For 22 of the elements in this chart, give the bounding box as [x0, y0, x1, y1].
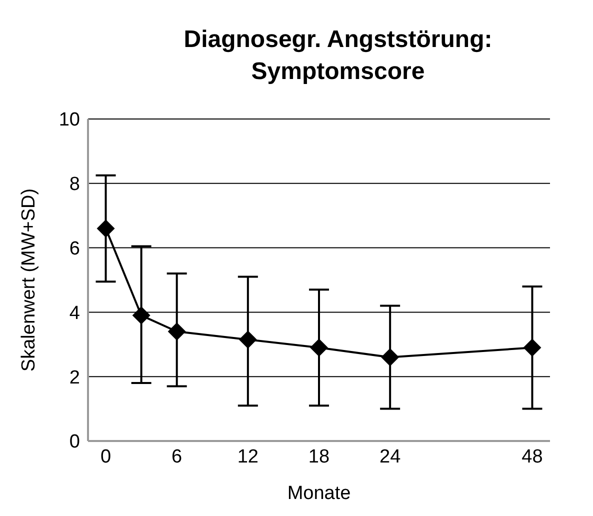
y-tick-label: 6	[69, 238, 80, 260]
point	[238, 330, 257, 349]
point	[96, 219, 115, 238]
y-axis-title: Skalenwert (MW+SD)	[18, 188, 40, 372]
point	[168, 322, 186, 341]
point	[132, 306, 150, 324]
x-tick-label: 0	[100, 446, 112, 468]
y-tick-label: 2	[69, 367, 80, 388]
x-tick-label: 48	[522, 446, 543, 468]
point	[523, 338, 542, 357]
x-tick-label: 12	[237, 446, 258, 468]
x-axis-title: Monate	[287, 483, 351, 504]
y-tick-label: 4	[69, 302, 80, 324]
x-tick-label: 6	[172, 446, 182, 468]
point	[310, 338, 328, 357]
y-tick-label: 8	[69, 174, 80, 196]
y-tick-label: 0	[69, 432, 80, 453]
x-tick-label: 24	[380, 446, 402, 468]
y-tick-label: 10	[58, 110, 80, 131]
point	[381, 348, 400, 366]
chart-title: Diagnosegr. Angststörung: Symptomscore	[182, 25, 494, 87]
x-tick-label: 18	[308, 446, 330, 468]
